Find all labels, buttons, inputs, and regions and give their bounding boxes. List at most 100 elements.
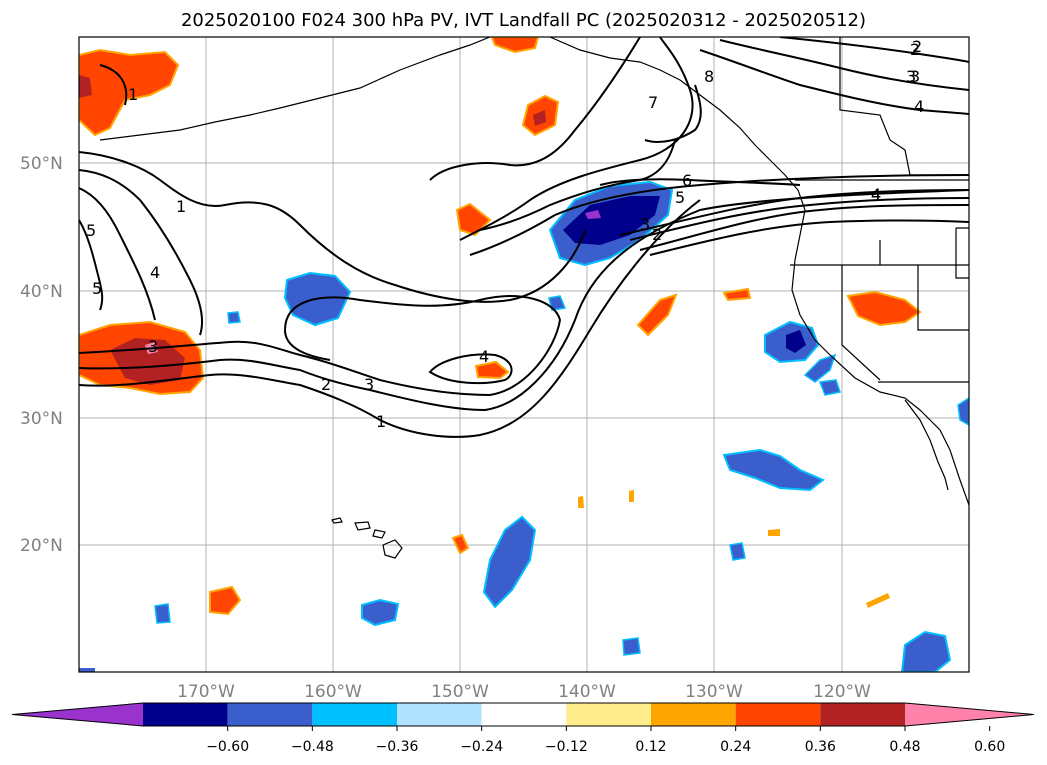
- pv-negative-peak: [585, 210, 601, 219]
- colorbar-tick-label: −0.48: [291, 739, 334, 755]
- colorbar-tick-label: −0.60: [206, 739, 249, 755]
- lat-label: 30°N: [20, 409, 63, 429]
- state-border: [955, 227, 969, 279]
- pv-positive-core: [533, 110, 546, 126]
- colorbar-segment: [143, 703, 228, 726]
- contour-label: 5: [86, 221, 96, 240]
- contour-label: 1: [376, 412, 386, 431]
- baja-coastline: [904, 399, 949, 491]
- gridlines: [79, 37, 969, 672]
- ivt-contours: [79, 37, 969, 438]
- pv-positive-region: [722, 287, 752, 302]
- lon-label: 120°W: [813, 682, 871, 702]
- lat-label: 50°N: [20, 154, 63, 174]
- contour-label-group: 1 1 1 2 3 4 5 5 3 4 2 3 6 5 4 3 2 7 8 2 …: [86, 37, 924, 431]
- colorbar-tick-label: −0.24: [460, 739, 503, 755]
- pv-negative-core: [563, 196, 660, 245]
- lat-label: 40°N: [20, 282, 63, 302]
- colorbar-segment: [397, 703, 482, 726]
- ivt-contour-3: [719, 39, 969, 91]
- lon-label: 140°W: [558, 682, 616, 702]
- map-title: 2025020100 F024 300 hPa PV, IVT Landfall…: [180, 10, 867, 31]
- contour-label: 3: [364, 375, 374, 394]
- colorbar-outline: [11, 702, 1035, 727]
- ivt-contour-1: [79, 151, 586, 303]
- pv-positive-region: [490, 37, 540, 54]
- pv-negative-region: [361, 598, 400, 627]
- pv-negative-region: [722, 448, 825, 492]
- ivt-contour-4: [428, 353, 513, 385]
- hawaii-island: [354, 521, 371, 531]
- ivt-contour-6: [599, 178, 801, 186]
- pv-negative-region: [622, 637, 641, 656]
- latitude-labels: 50°N 40°N 30°N 20°N: [20, 154, 63, 556]
- ivt-contour-3: [79, 295, 562, 397]
- contour-label: 3: [910, 67, 920, 86]
- lon-label: 150°W: [431, 682, 489, 702]
- contour-label: 4: [150, 263, 160, 282]
- colorbar-tick-label: 0.12: [635, 739, 666, 755]
- ivt-contour-2: [779, 37, 969, 63]
- contour-label: 1: [128, 85, 138, 104]
- pv-negative-region: [729, 542, 746, 561]
- colorbar-segment: [651, 703, 736, 726]
- contour-label: 2: [912, 37, 922, 56]
- colorbar-extend-high: [905, 703, 1034, 726]
- colorbar-segment: [820, 703, 905, 726]
- pv-positive-region: [768, 529, 780, 536]
- contour-label: 4: [871, 185, 881, 204]
- contour-label: 3: [640, 215, 650, 234]
- contour-label: 3: [906, 67, 916, 86]
- colorbar-extend-low: [12, 703, 143, 726]
- state-border: [917, 265, 969, 331]
- lat-label: 20°N: [20, 536, 63, 556]
- ivt-contour-5: [79, 187, 156, 321]
- pv-negative-region: [900, 630, 952, 672]
- contour-label: 5: [92, 279, 102, 298]
- contour-label: 2: [321, 375, 331, 394]
- contour-label: 1: [176, 197, 186, 216]
- colorbar-tick-label: 0.48: [889, 739, 920, 755]
- ivt-contour-2: [619, 189, 969, 236]
- ivt-contour-5: [459, 37, 694, 241]
- contour-label: 7: [648, 93, 658, 112]
- pv-negative-region: [154, 603, 171, 624]
- ivt-contour-5: [479, 139, 676, 231]
- hawaii-island: [331, 517, 343, 524]
- contour-label: 4: [914, 97, 924, 116]
- ivt-contour-1: [79, 199, 701, 438]
- pv-positive-region: [79, 48, 180, 137]
- longitude-labels: 170°W 160°W 150°W 140°W 130°W 120°W: [177, 682, 871, 702]
- contour-label: 4: [871, 185, 881, 204]
- pv-positive-core: [79, 75, 92, 98]
- ivt-contour-3: [629, 197, 969, 241]
- pv-negative-region: [803, 353, 837, 383]
- pv-negative-region: [957, 397, 969, 426]
- colorbar-tick-label: −0.36: [376, 739, 419, 755]
- ivt-contour-2: [649, 219, 969, 256]
- colorbar-segment: [566, 703, 651, 726]
- contour-label: 4: [479, 347, 489, 366]
- pv-negative-region: [482, 515, 537, 609]
- pv-positive-region: [866, 593, 890, 608]
- colorbar-tick-label: 0.36: [805, 739, 836, 755]
- pv-positive-region: [451, 533, 470, 555]
- lon-label: 160°W: [304, 682, 362, 702]
- pv-negative-region: [79, 668, 95, 672]
- colorbar-tick-label: 0.24: [720, 739, 751, 755]
- pv-positive-region: [578, 496, 584, 508]
- pv-negative-region: [818, 379, 841, 396]
- ivt-contour-6: [429, 37, 641, 181]
- pv-positive-region: [474, 360, 510, 380]
- ivt-contour-4: [639, 204, 969, 251]
- contour-label: 6: [682, 171, 692, 190]
- pv-positive-region: [636, 293, 678, 337]
- lon-label: 130°W: [685, 682, 743, 702]
- colorbar-tick-label: −0.12: [545, 739, 588, 755]
- state-border: [841, 265, 881, 381]
- ivt-contour-6: [469, 174, 969, 256]
- north-america-coastline: [549, 37, 969, 506]
- contour-label: 5: [675, 188, 685, 207]
- alaska-coastline: [99, 37, 491, 141]
